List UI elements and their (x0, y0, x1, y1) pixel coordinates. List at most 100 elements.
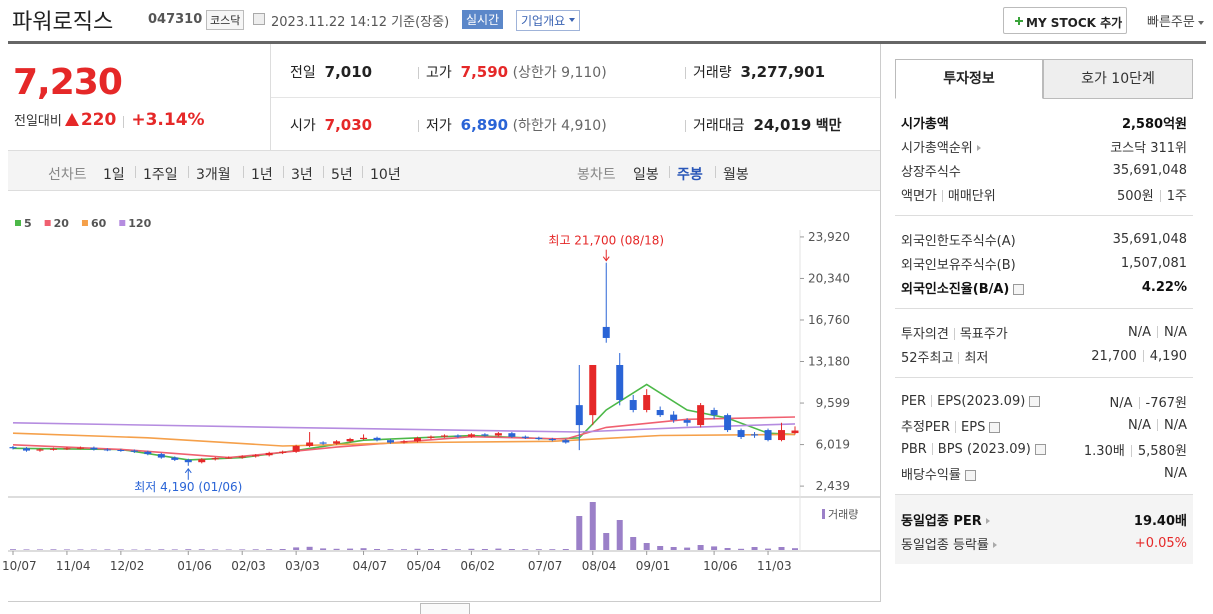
mystock-button[interactable]: MY STOCK 추가 (1003, 7, 1127, 34)
info-row: 액면가 매매단위 500원 1주 (901, 182, 1187, 206)
info-label: 상장주식수 (901, 161, 961, 180)
separator (1142, 350, 1144, 362)
separator (1138, 397, 1140, 409)
value: 7,030 (324, 116, 373, 134)
value: -767원 (1145, 395, 1187, 411)
value: N/A (1128, 324, 1151, 340)
separator (283, 166, 284, 178)
datetime-value: 2023.11.22 14:12 (271, 15, 388, 30)
change-box: 전일대비 220 +3.14% (14, 110, 205, 130)
period-button[interactable]: 5년 (331, 167, 353, 183)
info-value: 1.30배 5,580원 (1084, 440, 1187, 459)
arrow-icon[interactable] (976, 145, 981, 151)
info-label: 배당수익률 (901, 464, 976, 483)
mystock-label: MY STOCK 추가 (1026, 16, 1123, 30)
header-rule (8, 41, 1206, 44)
info-value: N/A N/A (1128, 325, 1187, 340)
tabs: 투자정보 호가 10단계 (895, 59, 1193, 99)
info-row: 외국인보유주식수(B) 1,507,081 (901, 251, 1187, 275)
label: 매매단위 (947, 188, 996, 204)
info-row: 시가총액순위 코스닥 311위 (901, 134, 1187, 158)
separator (931, 443, 933, 455)
help-icon[interactable] (1013, 283, 1025, 295)
help-icon[interactable] (1034, 443, 1046, 455)
period-button[interactable]: 3개월 (196, 167, 231, 183)
period-button[interactable]: 1년 (251, 167, 273, 183)
info-label: PER EPS(2023.09) (901, 394, 1041, 409)
value: 24,019 (753, 116, 812, 134)
line-chart-label: 선차트 (48, 167, 87, 183)
info-label: PBR BPS (2023.09) (901, 442, 1046, 457)
separator (669, 166, 670, 178)
collapse-button[interactable] (420, 603, 470, 614)
info-label: 시가총액순위 (901, 137, 981, 156)
help-icon[interactable] (964, 469, 976, 481)
quote-volume: 거래량 3,277,901 (685, 62, 825, 82)
info-value: +0.05% (1135, 536, 1187, 551)
tab[interactable]: 투자정보 (895, 59, 1043, 99)
label: 상장주식수 (901, 164, 961, 180)
period-button[interactable]: 1일 (103, 167, 125, 183)
separator (955, 421, 957, 433)
info-row: 투자의견 목표주가 N/A N/A (901, 320, 1187, 344)
separator (135, 166, 136, 178)
value: +0.05% (1134, 535, 1187, 551)
label: 시가 (290, 118, 316, 134)
candle-period-button[interactable]: 주봉 (677, 167, 703, 183)
value: 3,277,901 (740, 63, 826, 81)
chart-panel (8, 44, 881, 602)
help-icon[interactable] (1029, 395, 1041, 407)
value: 1주 (1166, 188, 1187, 204)
info-value: 35,691,048 (1113, 232, 1187, 247)
info-group: 동일업종 PER 19.40배 동일업종 등락률 +0.05% (895, 495, 1193, 564)
info-row: 동일업종 등락률 +0.05% (901, 531, 1187, 555)
tab[interactable]: 호가 10단계 (1043, 59, 1193, 99)
period-button[interactable]: 3년 (291, 167, 313, 183)
label: 외국인보유주식수(B) (901, 257, 1016, 273)
period-button[interactable]: 10년 (370, 167, 401, 183)
info-group: PER EPS(2023.09) N/A -767원 추정PER EPS N/A N/A PBR… (895, 378, 1193, 495)
arrow-icon[interactable] (992, 542, 997, 548)
quote-low: 저가 6,890 (하한가 4,910) (418, 115, 607, 135)
info-value: 2,580억원 (1122, 113, 1187, 132)
info-value: 500원 1주 (1117, 185, 1187, 204)
limit: (상한가 9,110) (512, 65, 607, 81)
value: N/A (1109, 395, 1133, 411)
label: BPS (2023.09) (937, 441, 1031, 457)
separator (1130, 445, 1132, 457)
value: 4.22% (1141, 279, 1187, 295)
info-label: 시가총액 (901, 113, 949, 132)
separator (958, 352, 960, 364)
label: 고가 (426, 65, 452, 81)
value: 1.30배 (1083, 443, 1125, 459)
info-value: N/A -767원 (1110, 392, 1187, 411)
candle-period-button[interactable]: 일봉 (633, 167, 659, 183)
info-row: 배당수익률 N/A (901, 461, 1187, 485)
value: 21,700 (1091, 348, 1137, 364)
label: PBR (901, 441, 927, 457)
label: 시가총액 (901, 116, 949, 132)
info-value: 코스닥 311위 (1110, 137, 1187, 156)
quick-order-label: 빠른주문 (1147, 15, 1195, 30)
help-icon[interactable] (989, 421, 1001, 433)
candle-period-button[interactable]: 월봉 (723, 167, 749, 183)
overview-label: 기업개요 (521, 14, 566, 28)
label: 외국인소진율(B/A) (901, 281, 1010, 297)
label: 배당수익률 (901, 467, 961, 483)
change: 220 (80, 110, 117, 130)
value: 1,507,081 (1120, 255, 1187, 271)
info-row: 52주최고 최저 21,700 4,190 (901, 344, 1187, 368)
info-group: 시가총액 2,580억원 시가총액순위 코스닥 311위 상장주식수 35,691,048… (895, 99, 1193, 216)
separator (1157, 326, 1158, 338)
info-label: 외국인한도주식수(A) (901, 230, 1016, 249)
arrow-icon[interactable] (985, 518, 990, 524)
period-button[interactable]: 1주일 (143, 167, 178, 183)
divider (271, 97, 880, 98)
quick-order[interactable]: 빠른주문 (1147, 11, 1204, 30)
value: 35,691,048 (1112, 231, 1187, 247)
overview-dropdown[interactable]: 기업개요 (516, 10, 581, 31)
realtime-badge[interactable]: 실시간 (462, 10, 504, 29)
separator (941, 190, 943, 202)
info-value: 1,507,081 (1121, 256, 1187, 271)
